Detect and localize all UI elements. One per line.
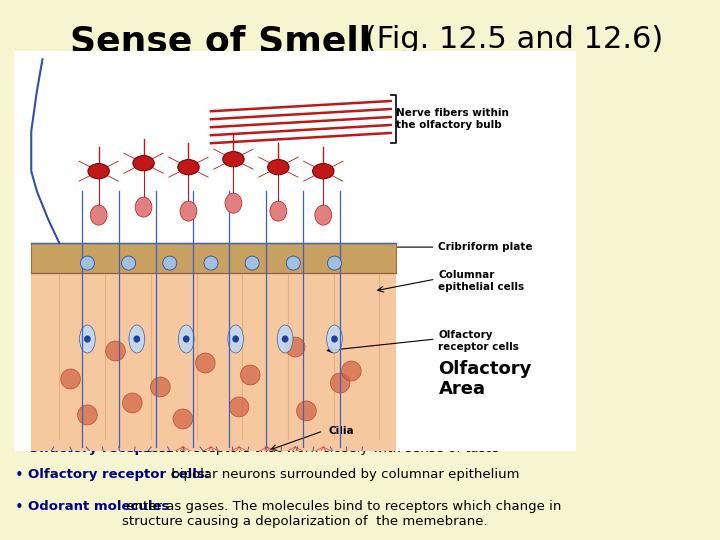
Ellipse shape: [240, 365, 260, 385]
Ellipse shape: [327, 325, 343, 353]
Text: •: •: [15, 468, 24, 483]
Text: Columnar
epithelial cells: Columnar epithelial cells: [438, 270, 525, 292]
Text: Odorant molecules: Odorant molecules: [28, 500, 169, 513]
Ellipse shape: [183, 335, 189, 342]
Ellipse shape: [315, 205, 332, 225]
Ellipse shape: [150, 377, 170, 397]
Bar: [31, 271, 396, 451]
Text: Olfactory
Area: Olfactory Area: [438, 360, 532, 399]
Ellipse shape: [222, 152, 244, 167]
Ellipse shape: [173, 409, 193, 429]
Ellipse shape: [225, 193, 242, 213]
Ellipse shape: [163, 256, 177, 270]
Ellipse shape: [270, 201, 287, 221]
Ellipse shape: [312, 164, 334, 179]
Ellipse shape: [133, 156, 154, 171]
Bar: [31, 243, 396, 273]
Ellipse shape: [78, 405, 97, 425]
Ellipse shape: [229, 397, 249, 417]
Text: Olfactory
receptor cells: Olfactory receptor cells: [438, 330, 519, 352]
Ellipse shape: [233, 335, 239, 342]
Ellipse shape: [135, 197, 152, 217]
Ellipse shape: [178, 160, 199, 175]
Ellipse shape: [88, 164, 109, 179]
Ellipse shape: [282, 335, 289, 342]
Ellipse shape: [106, 341, 125, 361]
Text: (Fig. 12.5 and 12.6): (Fig. 12.5 and 12.6): [355, 25, 663, 54]
Ellipse shape: [129, 325, 145, 353]
Ellipse shape: [60, 369, 81, 389]
Ellipse shape: [81, 256, 94, 270]
Ellipse shape: [330, 373, 350, 393]
Ellipse shape: [245, 256, 259, 270]
Text: •: •: [15, 500, 24, 515]
Text: Cribriform plate: Cribriform plate: [438, 242, 533, 252]
Ellipse shape: [122, 393, 142, 413]
Ellipse shape: [196, 353, 215, 373]
Text: : chemoreceptors that work closely with sense of taste: : chemoreceptors that work closely with …: [133, 442, 500, 455]
Ellipse shape: [180, 201, 197, 221]
Ellipse shape: [122, 256, 135, 270]
Ellipse shape: [287, 256, 300, 270]
Text: Olfactory receptor cells:: Olfactory receptor cells:: [28, 468, 210, 481]
Ellipse shape: [331, 335, 338, 342]
Text: Cilia: Cilia: [329, 426, 354, 436]
Text: enter as gases. The molecules bind to receptors which change in
structure causin: enter as gases. The molecules bind to re…: [122, 500, 562, 528]
Ellipse shape: [84, 335, 91, 342]
Text: •: •: [15, 442, 24, 457]
Ellipse shape: [90, 205, 107, 225]
Text: bipolar neurons surrounded by columnar epithelium: bipolar neurons surrounded by columnar e…: [167, 468, 519, 481]
Ellipse shape: [328, 256, 341, 270]
Text: Sense of Smell: Sense of Smell: [70, 25, 371, 59]
Ellipse shape: [277, 325, 293, 353]
Bar: [31, 51, 396, 243]
Ellipse shape: [204, 256, 218, 270]
Text: Olfactory receptors: Olfactory receptors: [28, 442, 174, 455]
Text: Nerve fibers within
the olfactory bulb: Nerve fibers within the olfactory bulb: [396, 109, 509, 130]
Ellipse shape: [297, 401, 316, 421]
Ellipse shape: [79, 325, 95, 353]
Ellipse shape: [285, 337, 305, 357]
Ellipse shape: [133, 335, 140, 342]
Ellipse shape: [268, 160, 289, 175]
Ellipse shape: [179, 325, 194, 353]
Ellipse shape: [341, 361, 361, 381]
Ellipse shape: [228, 325, 243, 353]
